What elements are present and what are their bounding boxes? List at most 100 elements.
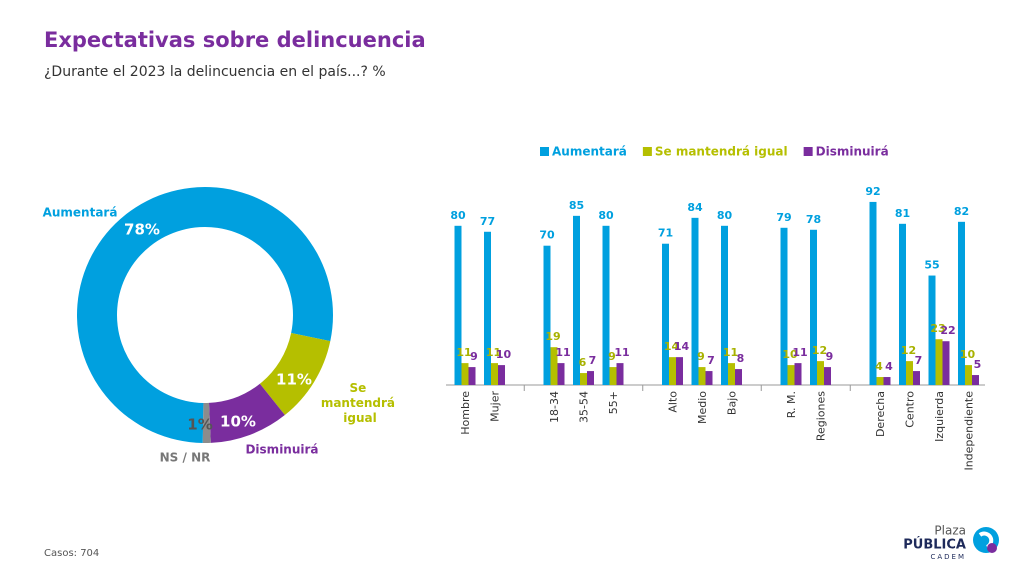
bar [573,215,580,385]
legend-label: Se mantendrá igual [655,145,788,159]
x-tick-label: 35-54 [578,391,591,423]
legend-label: Disminuirá [816,145,889,159]
bar-value-label: 80 [598,209,614,222]
x-tick-label: Independiente [963,391,976,471]
bar-value-label: 9 [697,350,705,363]
bar-value-label: 19 [545,330,560,343]
bar [580,373,587,385]
bar [484,231,491,385]
title: Expectativas sobre delincuencia [44,28,426,52]
bar [965,365,972,385]
bar [616,363,624,385]
bar-value-label: 78 [806,213,821,226]
donut-value-label: 10% [220,413,256,431]
donut-value-label: 11% [276,371,312,389]
bar [928,275,936,385]
bar [883,377,891,385]
bar-value-label: 11 [614,346,629,359]
bar [676,357,683,385]
legend-swatch [642,147,652,156]
legend-swatch [803,147,813,156]
donut-slice [202,402,211,443]
x-tick-label: Medio [696,391,709,424]
bar-value-label: 55 [924,259,939,272]
legend-label: Aumentará [552,145,627,159]
bar-value-label: 11 [723,346,738,359]
bar [550,347,558,385]
bar [602,225,610,385]
bar [557,363,565,385]
bar [454,225,462,385]
logo: Plaza PÚBLICA CADEM [903,524,999,561]
bar [942,341,950,385]
bar [810,229,817,385]
bar [899,223,906,385]
donut-category-label: Aumentará [43,206,118,220]
bar-value-label: 4 [885,360,893,373]
x-tick-label: 55+ [607,391,620,414]
bar [721,225,728,385]
donut-category-label: Se mantendrá igual [321,381,399,425]
bar [913,371,920,385]
bar [609,367,617,385]
bar [587,371,594,385]
bar-value-label: 9 [608,350,616,363]
bar-value-label: 7 [915,354,923,367]
bar-value-label: 10 [496,348,512,361]
bar [906,361,913,385]
bar-value-label: 80 [450,209,466,222]
donut-value-label: 1% [187,416,212,434]
bar [662,243,669,385]
donut-category-label: Disminuirá [245,443,318,457]
bar-value-label: 82 [954,205,969,218]
x-tick-label: Bajo [726,391,739,415]
bar-value-label: 12 [901,344,916,357]
bar-value-label: 85 [569,199,584,212]
bar [461,363,469,385]
donut-value-label: 78% [124,221,160,239]
bar-value-label: 4 [875,360,883,373]
bar-value-label: 11 [486,346,501,359]
bar [705,371,713,385]
bar [728,363,735,385]
bar-value-label: 84 [687,201,703,214]
bar [972,375,979,385]
bar-value-label: 80 [717,209,733,222]
donut-slice [76,187,333,443]
bar-value-label: 92 [865,185,880,198]
donut-slice [208,383,285,443]
bar [691,217,699,385]
bar [876,377,884,385]
bar [698,367,706,385]
bar-value-label: 22 [940,324,955,337]
bar [468,367,476,385]
logo-sub: CADEM [930,553,966,561]
bar-value-label: 6 [579,356,587,369]
bar-value-label: 77 [480,215,495,228]
logo-top: Plaza [934,524,966,538]
bar-value-label: 5 [974,358,982,371]
bar-value-label: 12 [812,344,827,357]
x-tick-label: Mujer [489,391,502,422]
subtitle: ¿Durante el 2023 la delincuencia en el p… [44,64,386,80]
x-tick-label: Regiones [815,391,828,441]
x-tick-label: Izquierda [933,391,946,442]
x-tick-label: Derecha [874,391,887,437]
bar [787,365,795,385]
bar-value-label: 7 [589,354,597,367]
bar-value-label: 9 [826,350,834,363]
bar-value-label: 9 [470,350,478,363]
bar [498,365,505,385]
bar-value-label: 10 [782,348,798,361]
x-tick-label: Alto [667,391,680,413]
legend-swatch [540,147,549,156]
bar-value-label: 79 [776,211,791,224]
x-tick-label: Hombre [459,391,472,435]
bar-value-label: 8 [737,352,745,365]
x-tick-label: 18-34 [548,391,561,423]
bar [958,221,965,385]
bar-value-label: 11 [555,346,570,359]
bar [780,227,788,385]
bar [543,245,551,385]
bar [869,201,877,385]
